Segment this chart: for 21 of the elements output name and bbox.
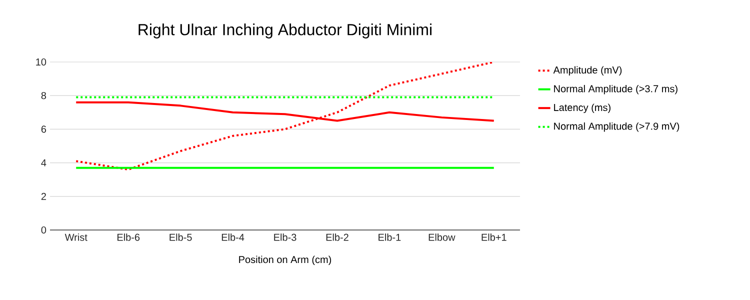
y-tick-label: 4 xyxy=(41,159,46,166)
y-tick-label: 6 xyxy=(41,126,46,133)
x-tick-label: Elb-2 xyxy=(326,234,348,241)
legend-label: Normal Amplitude (>3.7 ms) xyxy=(554,84,678,94)
x-tick-label: Elb-6 xyxy=(117,234,140,241)
x-tick-label: Elb-5 xyxy=(170,234,192,241)
y-tick-label: 2 xyxy=(41,192,46,200)
x-tick-label: Elbow xyxy=(428,234,456,241)
x-tick-label: Elb-4 xyxy=(222,234,244,241)
y-tick-label: 0 xyxy=(41,226,46,234)
legend-label: Normal Amplitude (>7.9 mV) xyxy=(554,122,680,132)
x-tick-label: Wrist xyxy=(64,234,88,241)
x-tick-label: Elb-1 xyxy=(378,234,401,241)
y-tick-label: 8 xyxy=(41,92,46,100)
legend-label: Latency (ms) xyxy=(554,104,610,114)
legend-label: Amplitude (mV) xyxy=(553,66,622,76)
x-tick-label: Elb-3 xyxy=(274,234,296,241)
x-axis-title: Position on Arm (cm) xyxy=(239,256,332,266)
x-tick-label: Elb+1 xyxy=(482,234,506,241)
y-tick-label: 10 xyxy=(36,58,46,66)
chart-title: Right Ulnar Inching Abductor Digiti Minimi xyxy=(138,24,432,38)
